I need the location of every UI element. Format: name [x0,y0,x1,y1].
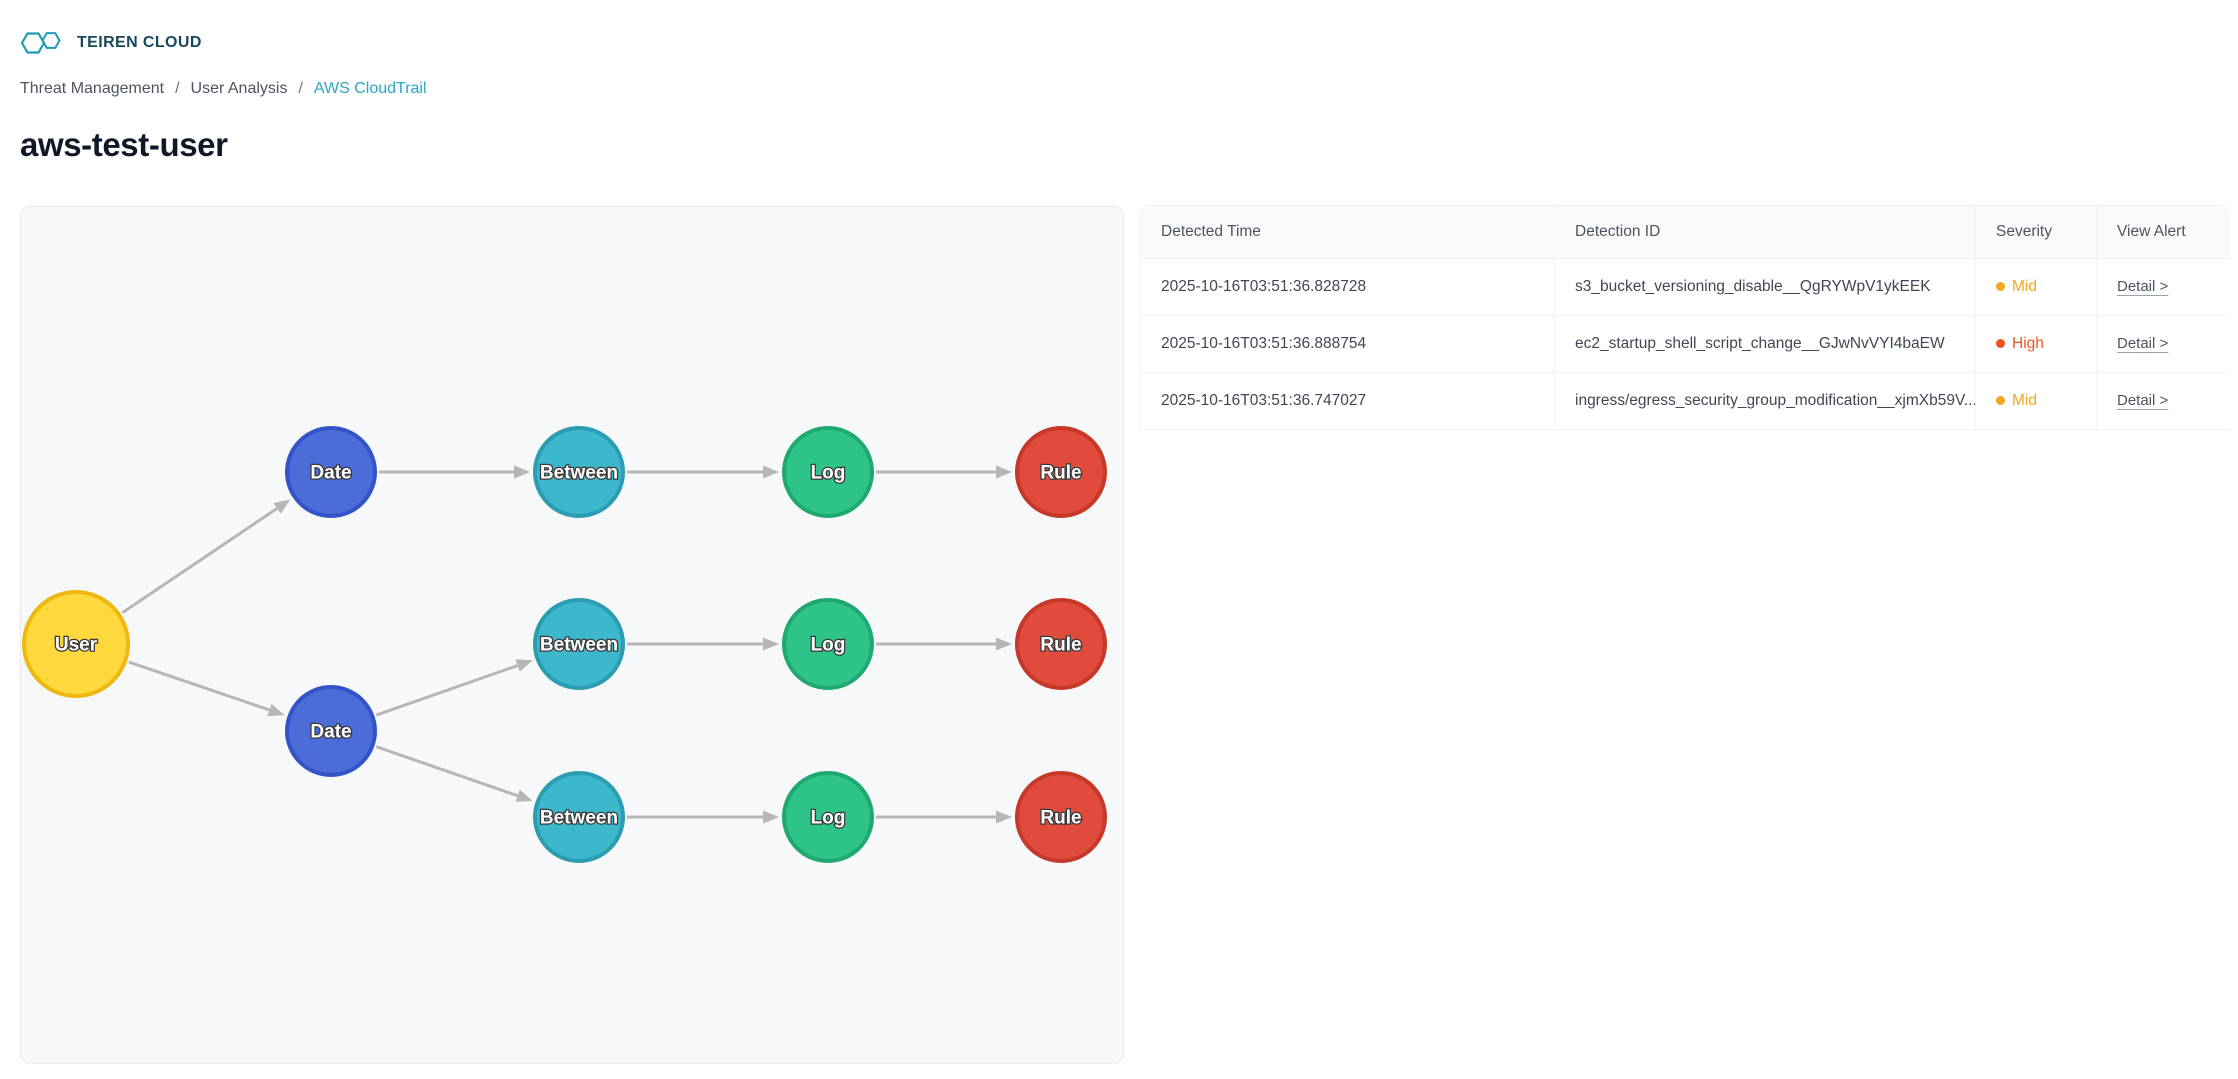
detail-link[interactable]: Detail > [2117,278,2169,295]
view-alert-cell: Detail > [2096,258,2230,316]
graph-edge-arrowhead [996,810,1012,824]
breadcrumb: Threat Management / User Analysis / AWS … [20,80,427,98]
severity-label: Mid [2012,392,2037,409]
breadcrumb-user-analysis[interactable]: User Analysis [190,80,288,97]
graph-node-rule3[interactable] [1015,771,1107,863]
graph-edge-arrowhead [996,637,1012,651]
graph-edge-arrowhead [763,637,779,651]
graph-node-label-log3: Log [811,808,846,829]
column-header-detection-id: Detection ID [1554,205,1976,259]
view-alert-cell: Detail > [2096,372,2230,430]
severity-label: High [2012,335,2044,352]
view-alert-cell: Detail > [2096,315,2230,373]
detected-time-cell: 2025-10-16T03:51:36.747027 [1140,372,1555,430]
graph-node-between1[interactable] [533,426,625,518]
user-graph-canvas[interactable]: User Date Date Between Between Between Log Log L… [21,207,1123,1063]
graph-node-date1[interactable] [285,426,377,518]
graph-edge-arrowhead [273,499,291,514]
detail-link[interactable]: Detail > [2117,335,2169,352]
graph-edge-arrowhead [515,789,533,802]
severity-label: Mid [2012,278,2037,295]
graph-node-label-user: User [55,635,98,656]
graph-node-label-rule3: Rule [1040,808,1081,829]
graph-node-rule2[interactable] [1015,598,1107,690]
user-activity-graph-panel: User Date Date Between Between Between Log Log L… [20,206,1124,1064]
graph-edge-arrowhead [996,465,1012,479]
page-title: aws-test-user [20,126,228,163]
graph-node-log1[interactable] [782,426,874,518]
graph-node-between3[interactable] [533,771,625,863]
graph-edge [375,745,519,798]
graph-edge-arrowhead [763,465,779,479]
graph-edge [121,507,278,614]
detection-id-cell: ingress/egress_security_group_modificati… [1554,372,1976,430]
graph-node-user[interactable] [22,590,130,698]
graph-node-label-date1: Date [310,463,351,484]
severity-cell: Mid [1975,372,2097,430]
graph-node-log2[interactable] [782,598,874,690]
alert-table-row: 2025-10-16T03:51:36.828728 s3_bucket_vers… [1140,258,2230,316]
detail-link[interactable]: Detail > [2117,392,2169,409]
brand-logo[interactable]: TEIREN CLOUD [20,26,202,60]
column-header-severity: Severity [1975,205,2097,259]
graph-node-label-rule2: Rule [1040,635,1081,656]
alerts-panel: Detected Time Detection ID Severity View… [1140,205,2230,430]
graph-edge [375,664,519,717]
graph-node-label-rule1: Rule [1040,463,1081,484]
graph-node-label-between3: Between [540,808,618,829]
severity-dot-icon [1996,282,2005,291]
severity-cell: High [1975,315,2097,373]
graph-node-date2[interactable] [285,685,377,777]
alerts-table-body: 2025-10-16T03:51:36.828728 s3_bucket_vers… [1140,258,2230,430]
breadcrumb-aws-cloudtrail[interactable]: AWS CloudTrail [313,80,427,97]
graph-node-label-log1: Log [811,463,846,484]
teiren-hexagons-icon [20,32,61,54]
graph-node-rule1[interactable] [1015,426,1107,518]
detection-id-cell: s3_bucket_versioning_disable__QgRYWpV1yk… [1554,258,1976,316]
brand-name: TEIREN CLOUD [77,34,202,51]
table-header-row: Detected Time Detection ID Severity View… [1140,205,2230,259]
graph-node-label-date2: Date [310,722,351,743]
graph-node-label-log2: Log [811,635,846,656]
graph-edge-arrowhead [267,703,285,717]
graph-node-label-between1: Between [540,463,618,484]
graph-edge-arrowhead [514,465,530,479]
column-header-view-alert: View Alert [2096,205,2230,259]
alert-table-row: 2025-10-16T03:51:36.747027 ingress/egress… [1140,372,2230,430]
graph-edge-arrowhead [763,810,779,824]
detection-id-cell: ec2_startup_shell_script_change__GJwNvVY… [1554,315,1976,373]
graph-edge [128,660,270,712]
severity-cell: Mid [1975,258,2097,316]
breadcrumb-threat-management[interactable]: Threat Management [20,80,165,97]
alerts-table: Detected Time Detection ID Severity View… [1140,205,2230,430]
column-header-detected-time: Detected Time [1140,205,1555,259]
graph-edge-arrowhead [515,659,533,672]
breadcrumb-separator: / [298,80,303,97]
breadcrumb-separator: / [175,80,180,97]
detected-time-cell: 2025-10-16T03:51:36.888754 [1140,315,1555,373]
graph-node-label-between2: Between [540,635,618,656]
detected-time-cell: 2025-10-16T03:51:36.828728 [1140,258,1555,316]
graph-node-between2[interactable] [533,598,625,690]
graph-node-log3[interactable] [782,771,874,863]
severity-dot-icon [1996,396,2005,405]
alert-table-row: 2025-10-16T03:51:36.888754 ec2_startup_sh… [1140,315,2230,373]
severity-dot-icon [1996,339,2005,348]
